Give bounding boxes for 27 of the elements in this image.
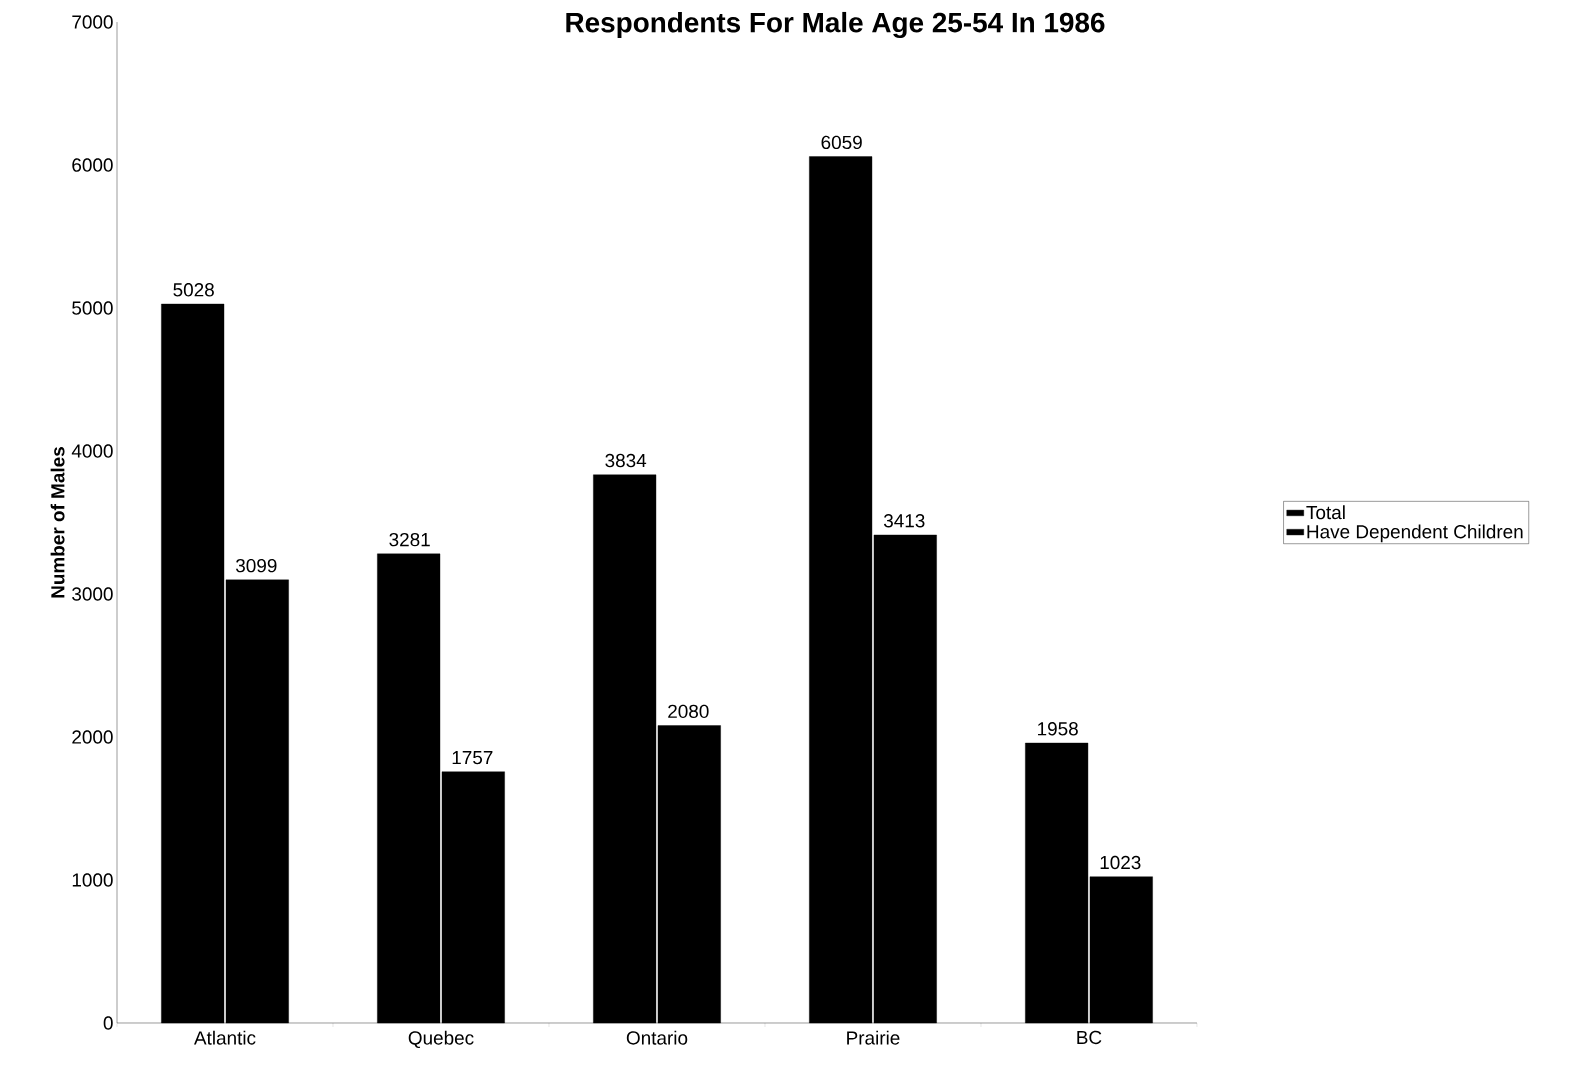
y-tick-label: 0 — [103, 1016, 113, 1030]
data-label: 5028 — [173, 283, 214, 297]
legend-label: Total — [1306, 505, 1345, 520]
chart-title: Respondents For Male Age 25-54 In 1986 — [566, 11, 1105, 39]
x-tick-label: Ontario — [626, 1030, 688, 1045]
x-tick-label: Prairie — [847, 1030, 900, 1045]
y-tick-label: 7000 — [72, 15, 113, 29]
data-label: 2080 — [668, 704, 709, 719]
data-label: 3281 — [389, 532, 430, 547]
legend-label: Have Dependent Children — [1307, 524, 1523, 543]
x-tick-label: Quebec — [408, 1030, 474, 1049]
data-label: 6059 — [821, 135, 862, 150]
data-label: 1958 — [1038, 722, 1078, 736]
y-axis-title: Number of Males — [50, 447, 65, 598]
x-tick-label: BC — [1077, 1030, 1102, 1045]
y-tick-label: 6000 — [72, 158, 113, 172]
y-tick-label: 1000 — [72, 873, 113, 887]
y-tick-label: 5000 — [72, 301, 113, 315]
data-label: 1023 — [1100, 855, 1141, 870]
data-label: 3834 — [605, 453, 647, 468]
x-tick-label: Atlantic — [193, 1030, 256, 1045]
y-tick-label: 2000 — [72, 730, 113, 744]
data-label: 1757 — [452, 751, 493, 765]
y-tick-label: 4000 — [71, 444, 113, 458]
y-tick-label: 3000 — [72, 587, 113, 601]
data-label: 3099 — [235, 558, 277, 573]
data-label: 3413 — [883, 514, 925, 528]
